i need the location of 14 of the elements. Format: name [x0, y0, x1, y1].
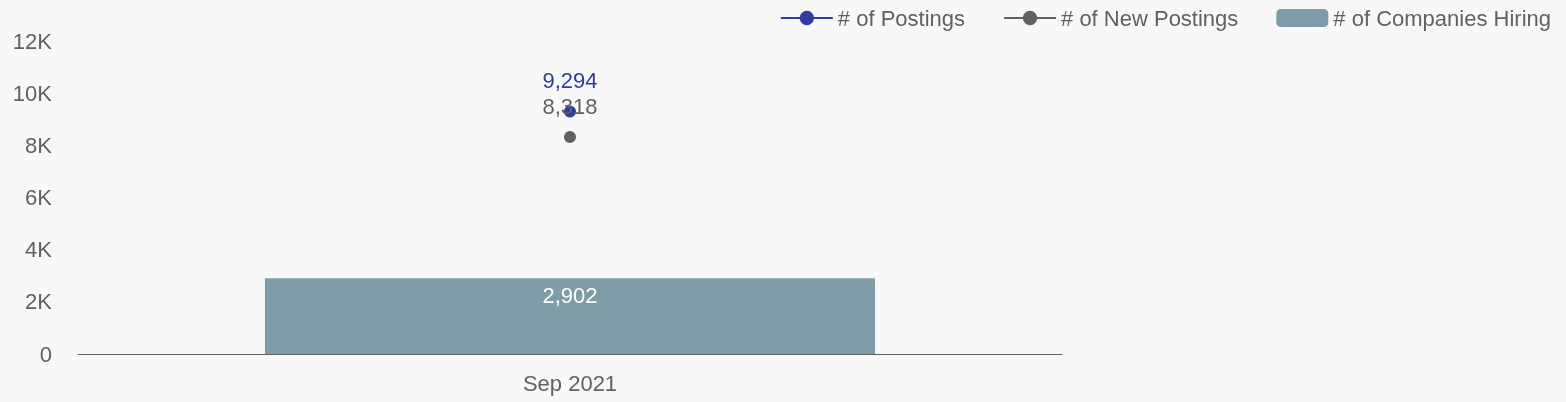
legend-label: # of Companies Hiring: [1333, 5, 1552, 31]
y-tick-label: 8K: [25, 132, 53, 158]
y-tick-label: 2K: [25, 289, 53, 315]
data-label: 2,902: [542, 282, 598, 308]
y-tick-label: 10K: [12, 80, 53, 106]
y-tick-label: 6K: [25, 185, 53, 210]
y-tick-label: 4K: [25, 237, 53, 263]
data-label: 9,294: [542, 68, 598, 94]
legend-label: # of Postings: [837, 5, 966, 31]
y-tick-label: 12K: [12, 28, 53, 54]
y-tick-label: 0: [39, 341, 52, 367]
data-label: 8,318: [542, 93, 598, 119]
legend-label: # of New Postings: [1061, 5, 1239, 31]
x-tick-label: Sep 2021: [522, 370, 618, 396]
